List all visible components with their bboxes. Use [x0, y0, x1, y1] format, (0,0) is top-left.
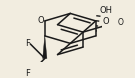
Text: O: O — [37, 16, 44, 25]
Text: OH: OH — [99, 6, 112, 15]
Text: O: O — [102, 17, 109, 26]
Text: F: F — [25, 39, 30, 48]
Text: O: O — [118, 18, 124, 27]
Text: F: F — [25, 69, 30, 78]
Polygon shape — [43, 36, 47, 58]
